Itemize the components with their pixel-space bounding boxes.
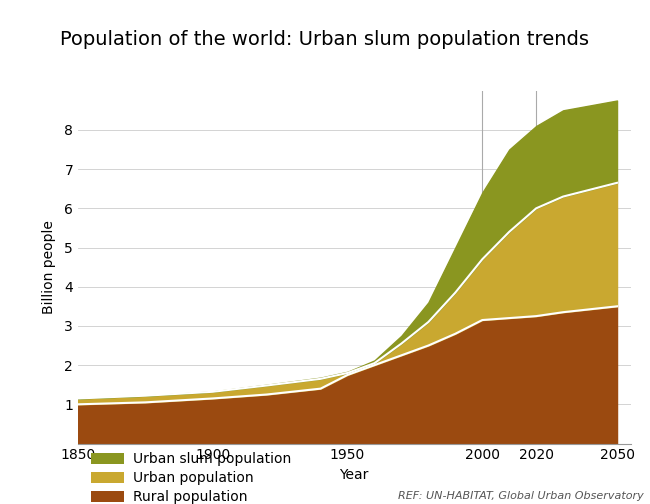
- X-axis label: Year: Year: [339, 468, 369, 482]
- Text: Population of the world: Urban slum population trends: Population of the world: Urban slum popu…: [60, 30, 590, 49]
- Y-axis label: Billion people: Billion people: [42, 220, 56, 314]
- Text: Urban population: Urban population: [133, 471, 254, 485]
- Text: Urban slum population: Urban slum population: [133, 452, 291, 466]
- Text: REF: UN-HABITAT, Global Urban Observatory: REF: UN-HABITAT, Global Urban Observator…: [398, 491, 644, 501]
- Text: Rural population: Rural population: [133, 490, 248, 504]
